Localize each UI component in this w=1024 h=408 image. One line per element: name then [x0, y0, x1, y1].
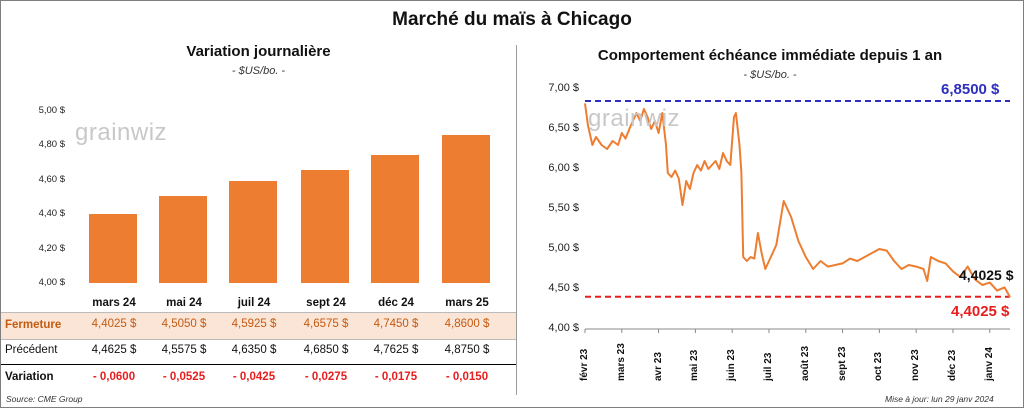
precedent-label: Précédent: [5, 344, 58, 356]
bar-y-tick: 4,80 $: [38, 139, 65, 151]
price-series-line: [584, 103, 1011, 298]
high-label: 6,8500 $: [941, 81, 1000, 98]
variation-value: - 0,0275: [304, 371, 348, 383]
bar: [371, 154, 419, 283]
variation-value: - 0,0525: [162, 371, 206, 383]
fermeture-value: 4,5050 $: [161, 318, 207, 330]
bar-chart-unit: - $US/bo. -: [231, 65, 286, 77]
category-label: mars 25: [445, 297, 489, 309]
line-y-tick: 6,00 $: [548, 162, 579, 174]
bar-y-tick: 4,00 $: [38, 277, 65, 288]
line-chart-unit: - $US/bo. -: [743, 69, 797, 81]
precedent-row: Précédent: [1, 338, 516, 365]
last-value-label: 4,4025 $: [959, 267, 1014, 283]
line-x-tick: oct 23: [873, 352, 885, 381]
bar: [89, 213, 137, 283]
line-x-tick: sept 23: [836, 346, 848, 381]
precedent-value: 4,6850 $: [303, 344, 349, 356]
bar: [301, 169, 349, 283]
bar-y-tick: 4,20 $: [38, 242, 65, 254]
category-label: mai 24: [166, 297, 202, 309]
category-label: déc 24: [378, 297, 414, 309]
line-x-tick: mars 23: [615, 343, 627, 381]
line-chart-title: Comportement échéance immédiate depuis 1…: [597, 47, 943, 64]
variation-value: - 0,0425: [232, 371, 276, 383]
variation-row: Variation: [1, 365, 516, 391]
bar-y-tick: 4,60 $: [38, 173, 65, 185]
panel-divider: [516, 45, 517, 395]
line-x-tick: août 23: [799, 345, 811, 381]
line-x-tick: juin 23: [726, 349, 738, 381]
precedent-value: 4,8750 $: [444, 344, 490, 356]
fermeture-value: 4,8600 $: [444, 318, 490, 330]
watermark-right: grainwiz: [588, 105, 681, 132]
bar-y-tick: 5,00 $: [38, 105, 65, 116]
bar-chart-title: Variation journalière: [186, 43, 331, 60]
line-y-tick: 4,50 $: [548, 282, 579, 294]
fermeture-value: 4,7450 $: [373, 318, 419, 330]
line-x-tick: févr 23: [579, 348, 590, 381]
line-chart-svg: [584, 100, 1011, 333]
line-y-tick: 6,50 $: [548, 122, 579, 134]
line-y-tick: 7,00 $: [548, 82, 579, 94]
source-note: Source: CME Group: [6, 394, 83, 404]
bar: [159, 196, 207, 283]
category-label: sept 24: [306, 297, 346, 309]
line-y-tick: 5,50 $: [548, 202, 579, 214]
line-y-tick: 4,00 $: [548, 322, 579, 334]
main-title: Marché du maïs à Chicago: [392, 9, 632, 30]
line-x-tick: nov 23: [910, 349, 922, 381]
line-x-tick: mai 23: [689, 349, 701, 381]
line-y-tick: 5,00 $: [548, 242, 579, 254]
line-x-tick: avr 23: [652, 352, 664, 381]
variation-label: Variation: [5, 371, 54, 383]
precedent-value: 4,6350 $: [231, 344, 277, 356]
fermeture-row: Fermeture: [1, 312, 516, 340]
fermeture-value: 4,6575 $: [303, 318, 349, 330]
line-x-tick: janv 24: [983, 347, 995, 381]
precedent-value: 4,5575 $: [161, 344, 207, 356]
low-label: 4,4025 $: [951, 303, 1010, 320]
variation-value: - 0,0175: [374, 371, 418, 383]
line-x-tick: juil 23: [762, 352, 774, 381]
bar: [229, 181, 277, 283]
fermeture-label: Fermeture: [5, 319, 62, 331]
variation-value: - 0,0150: [445, 371, 489, 383]
category-label: mars 24: [92, 297, 136, 309]
bar: [442, 135, 490, 283]
fermeture-value: 4,4025 $: [91, 318, 137, 330]
update-note: Mise à jour: lun 29 janv 2024: [885, 394, 994, 404]
precedent-value: 4,4625 $: [91, 344, 137, 356]
line-x-tick: déc 23: [946, 349, 958, 381]
watermark-left: grainwiz: [75, 119, 168, 146]
fermeture-value: 4,5925 $: [231, 318, 277, 330]
precedent-value: 4,7625 $: [373, 344, 419, 356]
variation-value: - 0,0600: [92, 371, 136, 383]
bar-y-tick: 4,40 $: [38, 208, 65, 220]
category-label: juil 24: [237, 297, 271, 309]
